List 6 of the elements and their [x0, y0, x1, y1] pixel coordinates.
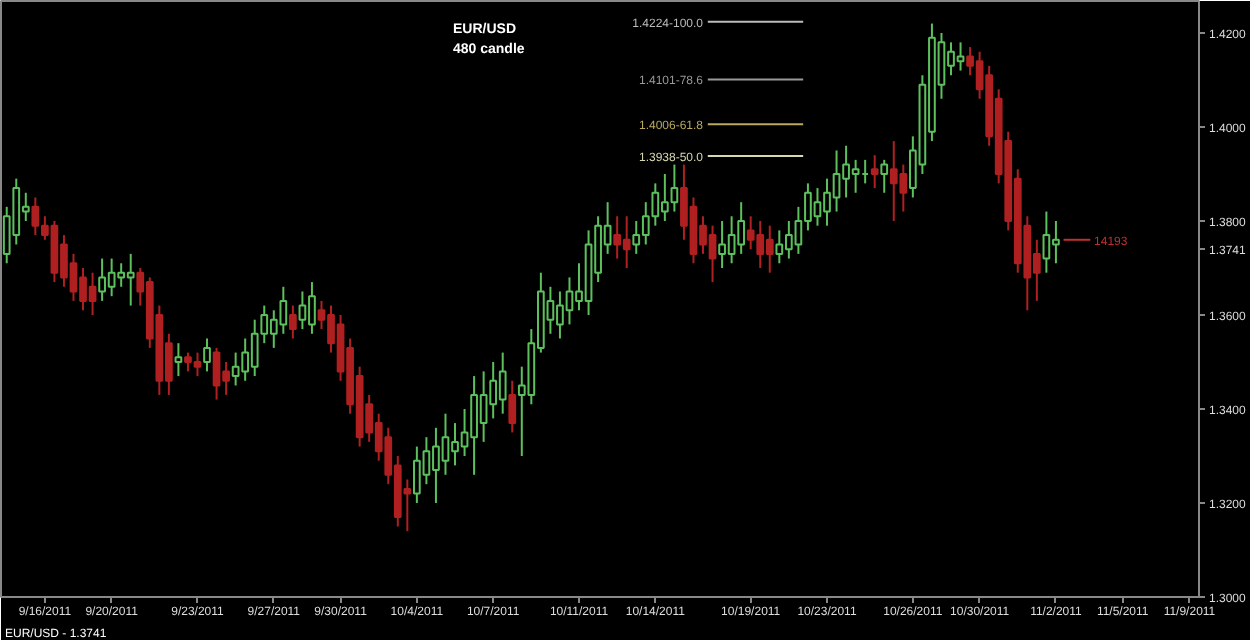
candlestick: [174, 342, 183, 378]
candlestick: [880, 158, 889, 194]
candlestick: [203, 337, 211, 373]
candlestick: [870, 154, 879, 190]
candlestick: [508, 379, 517, 434]
candlestick: [289, 304, 297, 340]
